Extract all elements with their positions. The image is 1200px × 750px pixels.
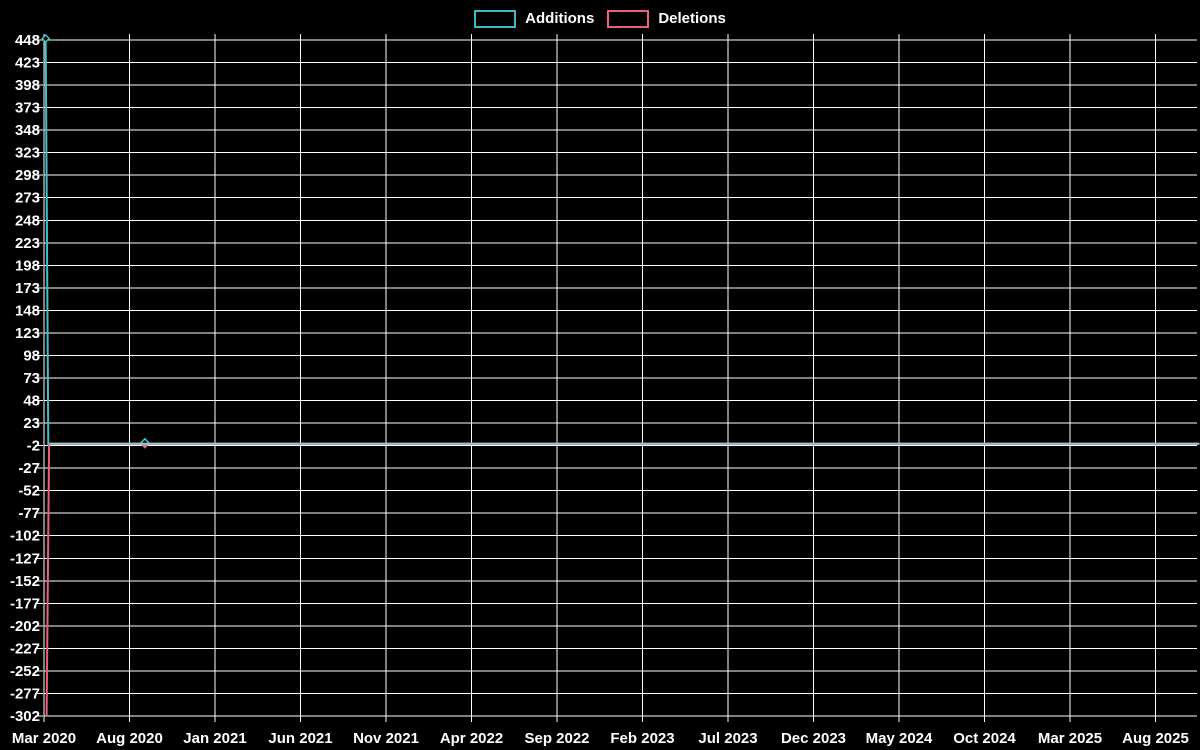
data-point-markers (41, 33, 150, 449)
y-tick-label: 273 (15, 190, 40, 207)
x-tick-label: Aug 2020 (96, 730, 163, 747)
y-tick-label: -152 (10, 573, 40, 590)
x-tick-label: Aug 2025 (1122, 730, 1189, 747)
y-tick-label: 148 (15, 302, 40, 319)
x-tick-label: Mar 2020 (12, 730, 76, 747)
y-tick-label: 23 (23, 415, 40, 432)
additions-line (44, 39, 1200, 445)
y-tick-label: 123 (15, 325, 40, 342)
y-tick-label: -2 (27, 438, 40, 455)
y-tick-label: 423 (15, 55, 40, 72)
y-tick-label: 98 (23, 347, 40, 364)
y-tick-label: -177 (10, 595, 40, 612)
y-tick-label: -52 (18, 483, 40, 500)
y-tick-label: 248 (15, 212, 40, 229)
x-tick-label: Jan 2021 (183, 730, 246, 747)
chart-legend: Additions Deletions (0, 8, 1200, 30)
x-tick-label: May 2024 (866, 730, 933, 747)
x-tick-label: Jul 2023 (698, 730, 757, 747)
y-tick-label: 298 (15, 167, 40, 184)
deletions-swatch-icon (607, 10, 650, 28)
x-tick-label: Sep 2022 (524, 730, 589, 747)
x-tick-label: Jun 2021 (268, 730, 332, 747)
y-tick-label: -127 (10, 550, 40, 567)
y-tick-label: 398 (15, 77, 40, 94)
additions-swatch-icon (474, 10, 517, 28)
y-tick-label: 448 (15, 32, 40, 49)
y-tick-label: -252 (10, 663, 40, 680)
y-tick-label: 48 (23, 393, 40, 410)
x-tick-label: Mar 2025 (1038, 730, 1102, 747)
legend-item-deletions[interactable]: Deletions (607, 9, 726, 29)
x-tick-label: Oct 2024 (953, 730, 1016, 747)
y-tick-label: -277 (10, 685, 40, 702)
x-tick-label: Apr 2022 (440, 730, 503, 747)
x-tick-label: Nov 2021 (353, 730, 419, 747)
x-axis-labels: Mar 2020 Aug 2020 Jan 2021 Jun 2021 Nov 2021… (12, 730, 1189, 747)
y-axis-labels: 448 423 398 373 348 323 298 273 248 223 198 173 148 1… (10, 32, 40, 725)
deletions-line (45, 442, 1200, 717)
y-tick-label: -202 (10, 618, 40, 635)
y-tick-label: -102 (10, 528, 40, 545)
y-tick-label: -227 (10, 640, 40, 657)
y-tick-label: -77 (18, 505, 40, 522)
y-tick-label: 223 (15, 235, 40, 252)
y-tick-label: 198 (15, 257, 40, 274)
y-tick-label: 173 (15, 280, 40, 297)
legend-label-deletions: Deletions (658, 10, 726, 27)
grid (35, 34, 1197, 722)
y-tick-label: 73 (23, 370, 40, 387)
y-tick-label: 323 (15, 145, 40, 162)
y-tick-label: 348 (15, 122, 40, 139)
y-tick-label: -302 (10, 708, 40, 725)
x-tick-label: Feb 2023 (610, 730, 674, 747)
additions-point-marker (41, 33, 51, 44)
legend-label-additions: Additions (525, 10, 595, 27)
y-tick-label: -27 (18, 460, 40, 477)
x-tick-label: Dec 2023 (781, 730, 846, 747)
y-tick-label: 373 (15, 100, 40, 117)
legend-item-additions[interactable]: Additions (474, 9, 594, 29)
